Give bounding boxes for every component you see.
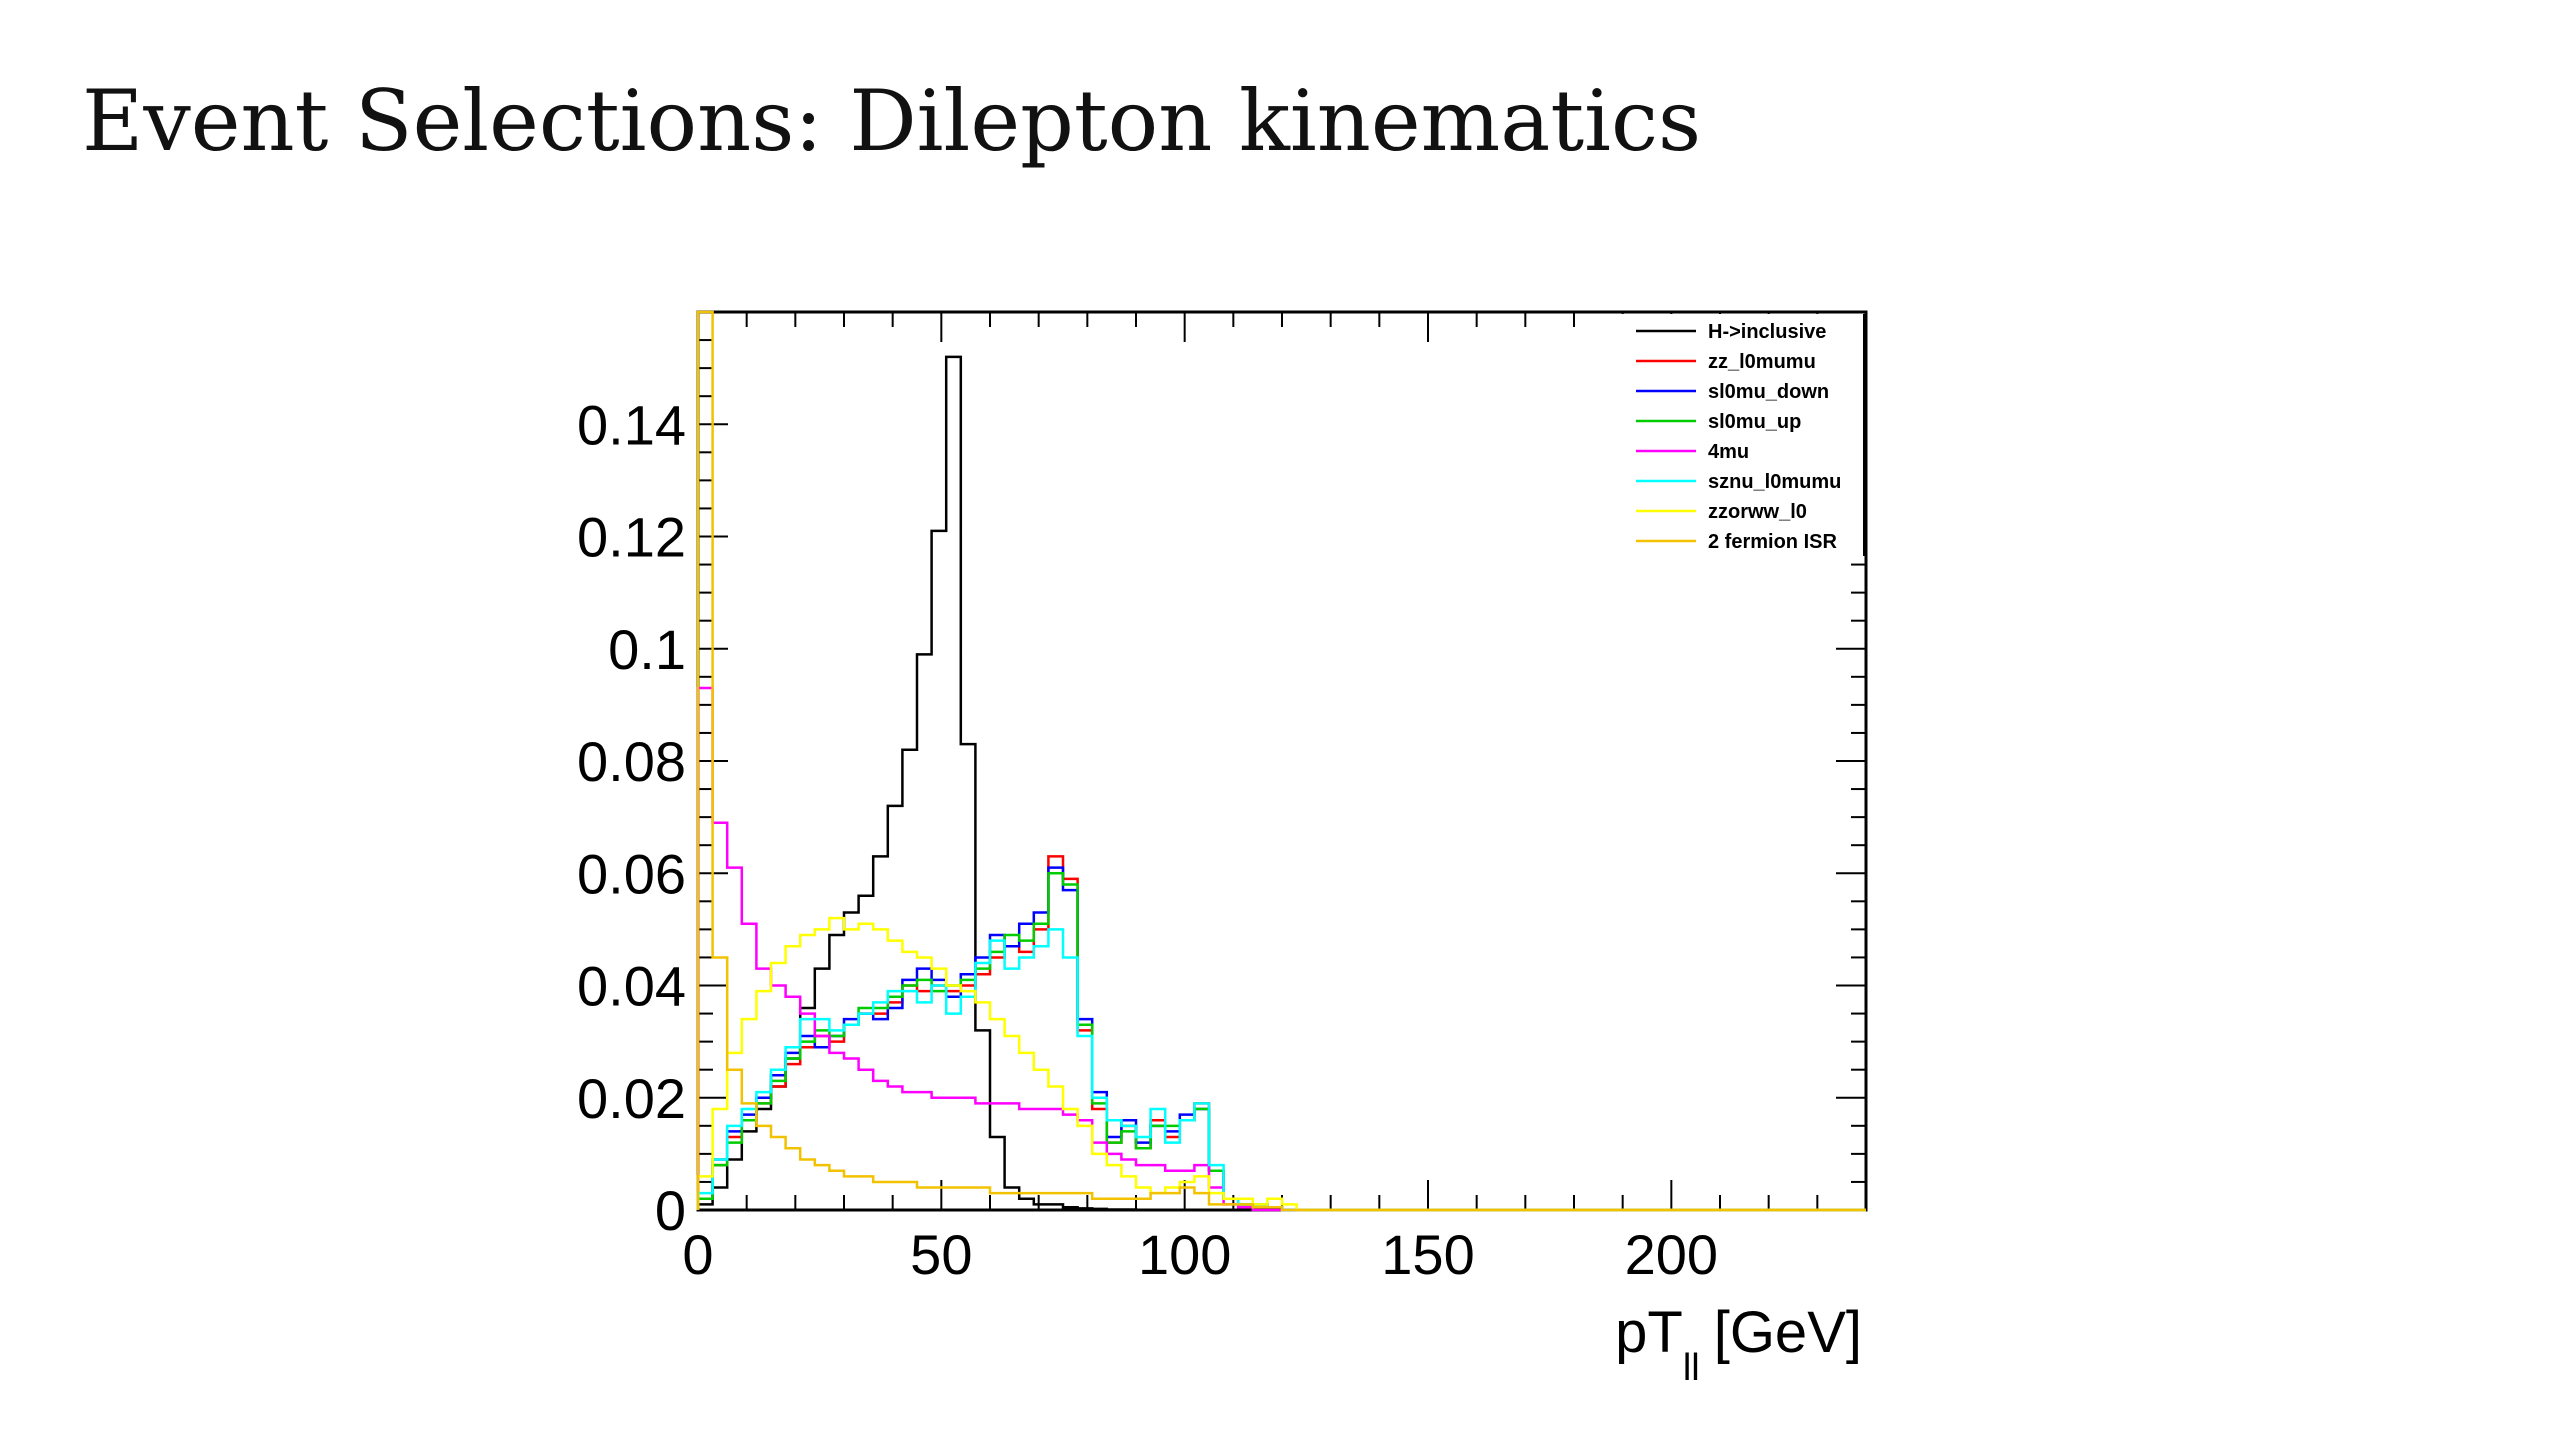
series-line-1 bbox=[696, 855, 1866, 1212]
y-tick-label: 0 bbox=[655, 1179, 686, 1242]
y-tick-label: 0.08 bbox=[577, 730, 686, 793]
series-line-4 bbox=[696, 686, 1866, 1212]
legend-label: sl0mu_down bbox=[1708, 381, 1829, 403]
x-axis-title-main: pT bbox=[1615, 1300, 1683, 1365]
series-layer bbox=[696, 310, 1866, 1212]
y-tick-label: 0.1 bbox=[608, 618, 686, 681]
series-line-5 bbox=[696, 928, 1866, 1212]
x-tick-label: 0 bbox=[682, 1223, 713, 1286]
legend-label: sznu_l0mumu bbox=[1708, 471, 1841, 493]
x-tick-label: 50 bbox=[910, 1223, 972, 1286]
x-tick-labels: 0 50 100 150 200 bbox=[682, 1223, 1718, 1286]
series-line-0 bbox=[696, 355, 1866, 1212]
x-tick-label: 200 bbox=[1625, 1223, 1718, 1286]
legend-label: zzorww_l0 bbox=[1708, 501, 1807, 523]
series-line-6 bbox=[696, 916, 1866, 1212]
series-line-7 bbox=[696, 310, 1866, 1212]
x-tick-label: 100 bbox=[1138, 1223, 1231, 1286]
legend-label: H->inclusive bbox=[1708, 321, 1826, 343]
x-axis-title: pTll [GeV] bbox=[1615, 1300, 1862, 1389]
legend: H->inclusive zz_l0mumu sl0mu_down sl0mu_up 4… bbox=[1610, 314, 1865, 556]
slide-title: Event Selections: Dilepton kinematics bbox=[82, 72, 1702, 170]
legend-label: zz_l0mumu bbox=[1708, 351, 1816, 373]
x-axis-title-subscript: ll bbox=[1683, 1347, 1700, 1389]
y-tick-label: 0.04 bbox=[577, 955, 686, 1018]
y-tick-label: 0.06 bbox=[577, 842, 686, 905]
legend-label: 4mu bbox=[1708, 441, 1749, 463]
series-line-2 bbox=[696, 866, 1866, 1212]
x-tick-label: 150 bbox=[1381, 1223, 1474, 1286]
legend-label: 2 fermion ISR bbox=[1708, 531, 1837, 553]
x-axis-title-unit: [GeV] bbox=[1714, 1300, 1862, 1365]
legend-label: sl0mu_up bbox=[1708, 411, 1801, 433]
legend-box bbox=[1610, 314, 1864, 554]
y-tick-labels: 0 0.02 0.04 0.06 0.08 0.1 0.12 0.14 bbox=[577, 393, 686, 1242]
y-tick-label: 0.02 bbox=[577, 1067, 686, 1130]
y-tick-label: 0.14 bbox=[577, 393, 686, 456]
y-tick-label: 0.12 bbox=[577, 506, 686, 569]
